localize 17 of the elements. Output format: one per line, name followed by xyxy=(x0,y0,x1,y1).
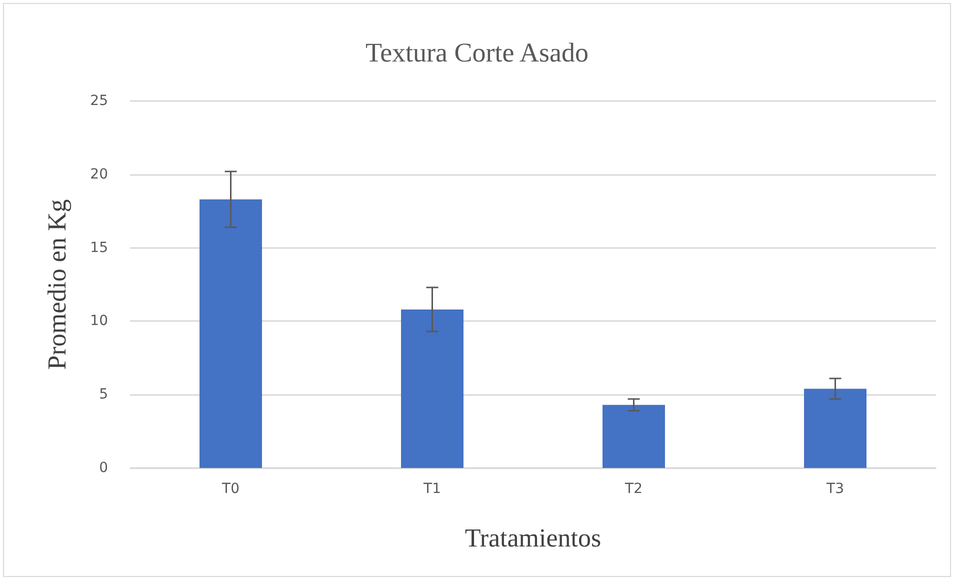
y-tick-label: 10 xyxy=(90,313,108,330)
chart-title: Textura Corte Asado xyxy=(365,38,589,68)
bar xyxy=(200,199,262,468)
x-tick-label: T2 xyxy=(624,481,642,497)
y-tick-label: 0 xyxy=(99,460,108,476)
x-tick-label: T0 xyxy=(221,481,240,497)
y-tick-label: 15 xyxy=(90,240,108,256)
bar xyxy=(401,309,464,468)
y-tick-label: 5 xyxy=(99,386,108,403)
y-axis-title: Promedio en Kg xyxy=(42,199,72,370)
x-axis-title: Tratamientos xyxy=(464,524,602,552)
y-tick-label: 20 xyxy=(90,166,108,182)
x-tick-label: T3 xyxy=(826,481,844,497)
bar xyxy=(804,388,866,468)
y-tick-label: 25 xyxy=(90,93,108,109)
x-tick-label: T1 xyxy=(422,481,441,497)
bar xyxy=(602,404,665,468)
